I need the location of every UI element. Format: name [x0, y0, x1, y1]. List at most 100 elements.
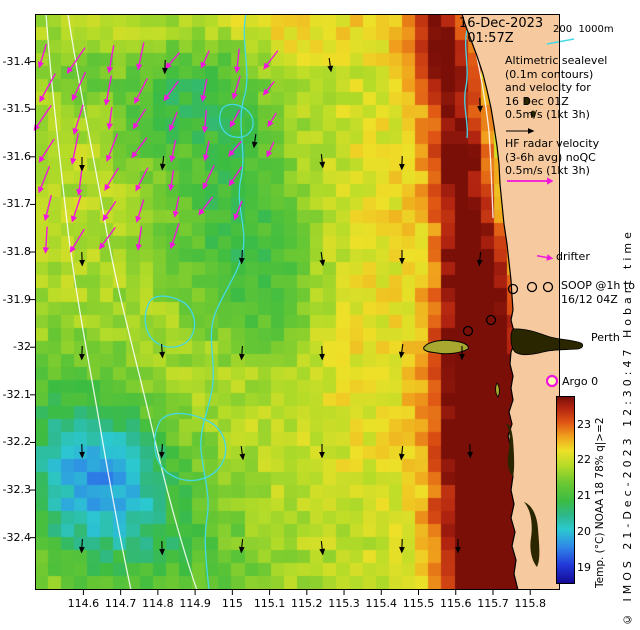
- hf-velocity-arrow: [131, 137, 148, 159]
- hf-velocity-arrow: [198, 196, 214, 216]
- hf-velocity-arrow: [66, 47, 86, 74]
- colorbar-gradient: [557, 397, 574, 583]
- altimetric-velocity-arrow: [238, 538, 245, 554]
- altimetric-velocity-arrow: [398, 445, 405, 461]
- altimetry-legend-text: Altimetric sealevel (0.1m contours) and …: [505, 54, 608, 121]
- colorbar-tick-label: 22: [577, 453, 591, 467]
- altimetric-velocity-arrow: [159, 343, 166, 359]
- drifter-label: drifter: [556, 250, 590, 263]
- perth-label: Perth: [591, 331, 620, 344]
- altimetric-velocity-arrow: [319, 540, 326, 556]
- x-tick-label: 114.9: [179, 597, 211, 610]
- colorbar-tick-label: 20: [577, 524, 591, 538]
- legend-arrows: [506, 128, 554, 185]
- hf-velocity-arrow: [37, 43, 48, 69]
- soop-observation-circle: [507, 283, 519, 295]
- sealevel-contour: [200, 13, 248, 591]
- y-tick-label: -31.5: [2, 102, 31, 116]
- x-tick-label: 115.3: [328, 597, 360, 610]
- x-tick-label: 114.6: [67, 597, 100, 610]
- soop-observation-circle: [462, 325, 474, 337]
- colorbar-tick-label: 21: [577, 489, 591, 503]
- hf-velocity-arrow: [266, 141, 275, 158]
- x-tick-label: 115.5: [402, 597, 435, 610]
- x-tick-label: 114.8: [142, 597, 174, 610]
- altimetric-velocity-arrow: [79, 443, 85, 459]
- hf-velocity-arrow: [262, 81, 275, 96]
- rottnest-island: [423, 339, 469, 355]
- altimetric-velocity-arrow: [399, 538, 405, 554]
- hf-velocity-arrow: [71, 71, 87, 102]
- altimetric-velocity-arrow: [476, 251, 483, 267]
- altimetric-velocity-arrow: [459, 346, 465, 361]
- hf-velocity-arrow: [135, 199, 145, 223]
- altimetric-velocity-arrow: [398, 343, 405, 359]
- altimetric-velocity-arrow: [251, 133, 258, 149]
- colorbar-tick-label: 23: [577, 417, 591, 431]
- x-tick-label: 114.7: [104, 597, 137, 610]
- hf-velocity-arrow: [70, 133, 80, 165]
- altimetric-velocity-arrow: [319, 345, 325, 361]
- isobath-legend-label: 200 1000m: [553, 24, 614, 35]
- altimetric-velocity-arrow: [399, 250, 405, 265]
- hf-velocity-arrow: [39, 73, 57, 103]
- sealevel-contour: [153, 412, 227, 482]
- copyright-label: © IMOS 21-Dec-2023 12:30:47 Hobart time: [621, 228, 634, 626]
- hf-velocity-arrow: [103, 75, 113, 106]
- hf-velocity-arrow: [33, 104, 52, 132]
- map-frame: [35, 14, 560, 590]
- hf-radar-legend-text: HF radar velocity (3-6h avg) noQC 0.5m/s…: [505, 137, 600, 177]
- hf-velocity-arrow: [168, 111, 178, 132]
- hf-velocity-arrow: [135, 167, 149, 192]
- soop-observation-circle: [526, 281, 538, 293]
- colorbar-title: Temp. (°C) NOAA 18 78% q|>=2: [594, 417, 606, 588]
- hf-velocity-arrow: [102, 200, 117, 222]
- y-tick-label: -31.6: [2, 149, 31, 163]
- hf-velocity-arrow: [263, 50, 279, 70]
- x-tick-label: 115.1: [253, 597, 286, 610]
- altimetric-velocity-arrow: [319, 153, 326, 169]
- argo-float-marker: [545, 374, 559, 388]
- soop-track-points: [462, 281, 554, 337]
- altimetric-velocity-arrow: [477, 97, 483, 113]
- hf-velocity-arrow: [38, 138, 55, 163]
- altimetric-velocity-arrow: [79, 251, 85, 267]
- drifter-arrow: [536, 254, 554, 261]
- drifter-marker: [536, 254, 554, 261]
- hf-velocity-arrow: [172, 196, 180, 218]
- y-tick-label: -32.2: [2, 435, 31, 449]
- soop-observation-circle: [542, 281, 554, 293]
- hf-velocity-arrow: [42, 226, 50, 254]
- altimetric-velocity-vectors: [78, 57, 483, 556]
- sealevel-contours: [144, 13, 469, 591]
- y-tick-label: -31.7: [2, 197, 31, 211]
- y-tick-label: -32.1: [2, 387, 31, 401]
- altimetric-velocity-arrow: [238, 249, 245, 265]
- altimetric-velocity-arrow: [162, 59, 168, 75]
- soop-observation-circle: [485, 314, 497, 326]
- bathymetry-contour: [45, 13, 132, 591]
- y-tick-label: -31.4: [2, 54, 31, 68]
- altimetric-velocity-arrow: [78, 538, 85, 554]
- hf-velocity-arrow: [106, 106, 113, 131]
- hf-velocity-arrow: [69, 228, 85, 253]
- hf-velocity-arrow: [132, 108, 147, 130]
- y-tick-label: -32: [13, 340, 31, 354]
- datetime-label: 16-Dec-2023 01:57Z: [459, 16, 544, 46]
- isobath-legend-line: [546, 38, 575, 45]
- hf-velocity-arrow: [43, 194, 53, 222]
- y-tick-label: -31.8: [2, 245, 31, 259]
- y-tick-label: -32.3: [2, 483, 31, 497]
- hf-velocity-arrow: [202, 165, 215, 190]
- swan-estuary: [510, 328, 584, 356]
- x-tick-label: 115.8: [514, 597, 546, 610]
- hf-velocity-arrow: [106, 45, 115, 74]
- y-tick-label: -32.4: [2, 530, 31, 544]
- hf-radar-vectors: [33, 42, 279, 254]
- argo-circle: [545, 374, 559, 388]
- argo-label: Argo 0: [562, 375, 599, 388]
- altimetric-velocity-arrow: [327, 57, 334, 73]
- hf-velocity-arrow: [200, 50, 210, 69]
